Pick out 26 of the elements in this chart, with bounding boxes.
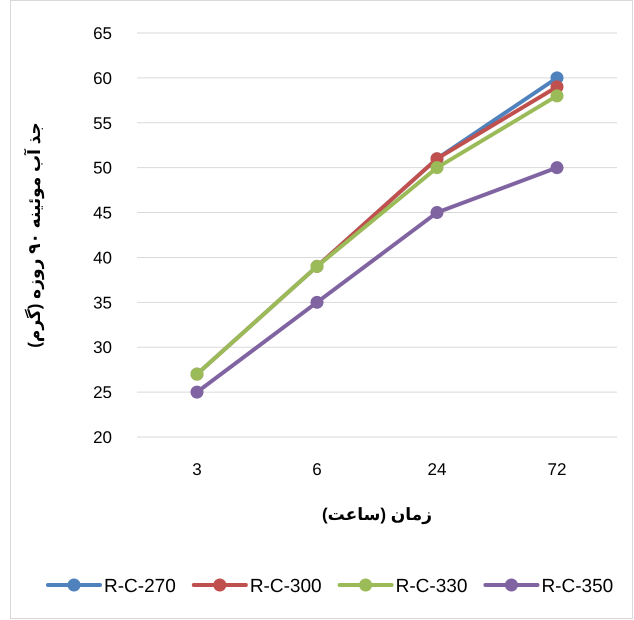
point [430,206,444,220]
y-axis-title: جذ آب موئینه ۹۰ روزه (گرم) [23,122,45,348]
x-tick-label: 72 [548,460,566,479]
y-tick-label: 45 [93,204,112,223]
y-tick-label: 25 [93,383,112,402]
point [190,386,204,399]
y-tick-label: 30 [93,338,112,358]
x-tick-label: 6 [312,460,322,479]
x-tick-label: 3 [192,460,202,479]
x-tick-label: 24 [428,460,446,479]
legend-label: R-C-330 [396,576,468,597]
point [550,161,564,174]
point [430,161,444,174]
y-tick-label: 50 [93,158,112,178]
y-tick-label: 20 [93,428,112,447]
x-axis-title: زمان (ساعت) [322,505,432,525]
y-tick-label: 65 [93,24,112,43]
y-tick-label: 40 [93,248,112,268]
y-tick-label: 55 [93,114,112,133]
legend-label: R-C-270 [104,576,176,597]
y-tick-label: 35 [93,293,112,312]
y-tick-label: 60 [93,68,112,88]
legend-label: R-C-350 [541,576,614,597]
legend-label: R-C-300 [250,576,322,597]
point [310,296,324,309]
point [550,89,564,102]
